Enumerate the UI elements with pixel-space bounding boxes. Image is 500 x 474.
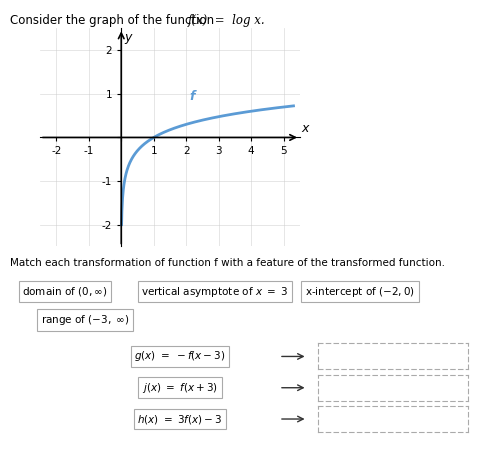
Text: x: x: [302, 122, 309, 135]
Text: range of $(-3,\ \infty)$: range of $(-3,\ \infty)$: [40, 313, 130, 327]
Text: Match each transformation of function f with a feature of the transformed functi: Match each transformation of function f …: [10, 258, 445, 268]
Text: x-intercept of $(-2,0)$: x-intercept of $(-2,0)$: [305, 284, 415, 299]
Text: y: y: [124, 31, 132, 44]
Text: Consider the graph of the function: Consider the graph of the function: [10, 14, 218, 27]
Text: f(x)  =  log x.: f(x) = log x.: [188, 14, 265, 27]
Text: f: f: [190, 91, 195, 103]
Text: domain of $(0, \infty)$: domain of $(0, \infty)$: [22, 285, 107, 298]
Text: $h(x)\ =\ 3f(x)-3$: $h(x)\ =\ 3f(x)-3$: [138, 412, 222, 426]
Text: $j(x)\ =\ f(x+3)$: $j(x)\ =\ f(x+3)$: [142, 381, 218, 395]
Text: $g(x)\ =\ -f(x-3)$: $g(x)\ =\ -f(x-3)$: [134, 349, 226, 364]
Text: vertical asymptote of $x\ =\ 3$: vertical asymptote of $x\ =\ 3$: [142, 284, 288, 299]
